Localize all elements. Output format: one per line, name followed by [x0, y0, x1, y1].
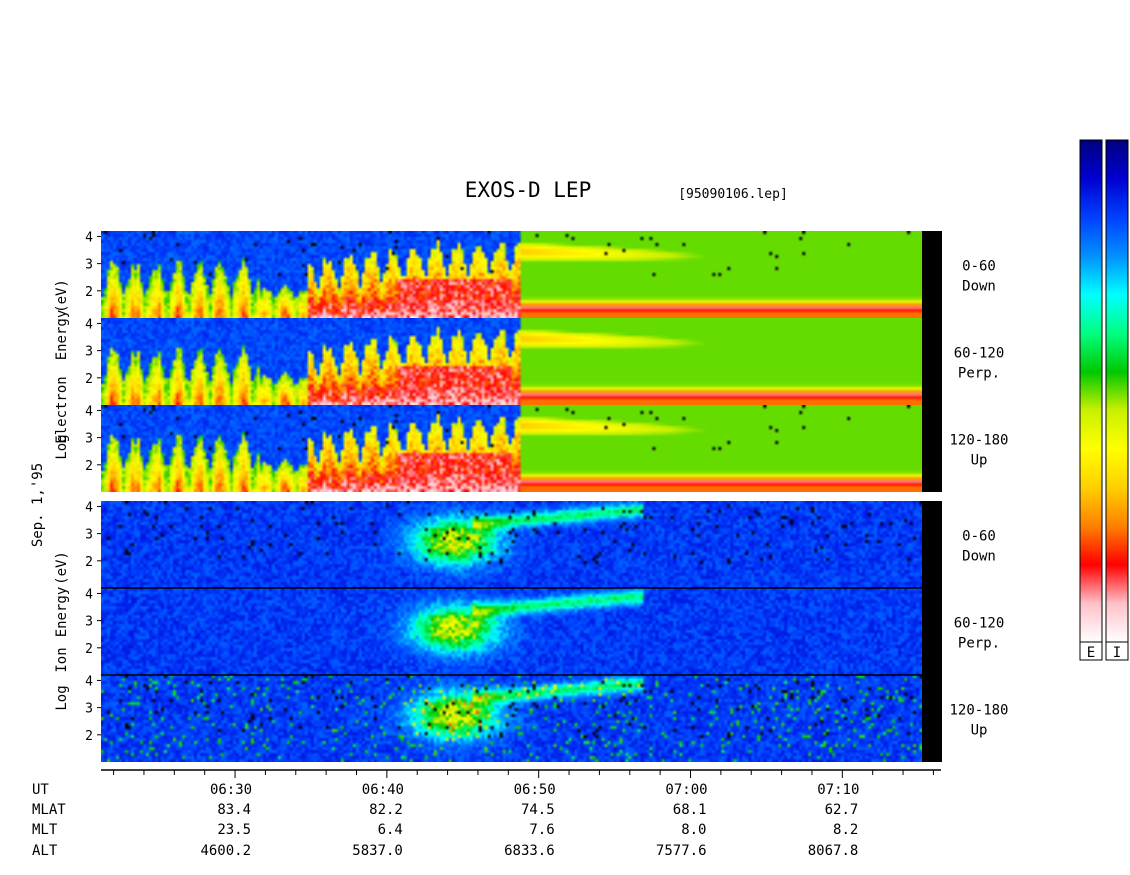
electron-panel-2	[101, 405, 922, 492]
ephemeris-value: 6833.6	[504, 843, 555, 859]
ephemeris-row-label: MLT	[32, 822, 58, 838]
colorbar-label: E	[1087, 645, 1095, 661]
ephemeris-value: 06:40	[362, 782, 404, 798]
electron-panel-0-end-bar	[922, 231, 942, 318]
y-tick-label: 3	[85, 528, 93, 543]
pitch-range-label: 0-60	[962, 259, 996, 275]
y-tick-label: 3	[85, 258, 93, 273]
pitch-direction-label: Down	[962, 279, 996, 295]
electron-panel-0	[101, 231, 922, 318]
pitch-range-label: 60-120	[954, 616, 1005, 632]
pitch-range-label: 120-180	[949, 703, 1008, 719]
electron-axis-label: Log	[54, 434, 70, 459]
ion-panel-2-end-bar	[922, 675, 942, 762]
ephemeris-value: 8.2	[833, 822, 858, 838]
ephemeris-value: 82.2	[369, 802, 403, 818]
ion-panel-0	[101, 501, 922, 588]
colorbar-label: I	[1113, 645, 1121, 661]
y-tick-label: 2	[85, 285, 93, 300]
ephemeris-value: 5837.0	[352, 843, 403, 859]
ephemeris-row-label: MLAT	[32, 802, 66, 818]
y-tick-label: 4	[85, 674, 93, 689]
ephemeris-row-label: ALT	[32, 843, 58, 859]
pitch-range-label: 120-180	[949, 433, 1008, 449]
electron-axis-label: Energy	[54, 310, 70, 361]
ephemeris-value: 74.5	[521, 802, 555, 818]
y-tick-label: 3	[85, 615, 93, 630]
ion-panel-0-end-bar	[922, 501, 942, 588]
ephemeris-value: 07:10	[817, 782, 859, 798]
electron-axis-label: Electron	[54, 376, 70, 443]
pitch-direction-label: Perp.	[958, 366, 1000, 382]
pitch-direction-label: Down	[962, 549, 996, 565]
pitch-range-label: 60-120	[954, 346, 1005, 362]
ion-panel-1-end-bar	[922, 588, 942, 675]
ion-axis-label: (eV)	[54, 551, 70, 585]
electron-panel-2-end-bar	[922, 405, 942, 492]
ephemeris-value: 83.4	[217, 802, 251, 818]
colorbar-i	[1105, 139, 1129, 643]
pitch-direction-label: Perp.	[958, 636, 1000, 652]
y-tick-label: 3	[85, 432, 93, 447]
ephemeris-value: 6.4	[378, 822, 403, 838]
y-tick-label: 3	[85, 345, 93, 360]
ephemeris-row-label: UT	[32, 782, 49, 798]
chart-title: EXOS-D LEP	[465, 178, 591, 202]
ephemeris-value: 8.0	[681, 822, 706, 838]
ephemeris-value: 4600.2	[200, 843, 251, 859]
ephemeris-value: 8067.8	[808, 843, 859, 859]
electron-panel-1-end-bar	[922, 318, 942, 405]
ephemeris-value: 23.5	[217, 822, 251, 838]
ion-panel-2	[101, 675, 922, 762]
electron-panel-1	[101, 318, 922, 405]
ephemeris-value: 7577.6	[656, 843, 707, 859]
y-tick-label: 2	[85, 459, 93, 474]
electron-axis-label: (eV)	[54, 279, 70, 313]
ephemeris-value: 06:30	[210, 782, 252, 798]
y-tick-label: 4	[85, 404, 93, 419]
ephemeris-value: 68.1	[673, 802, 707, 818]
ion-axis-label: Energy	[54, 587, 70, 638]
colorbar-label-box	[1079, 641, 1103, 661]
pitch-direction-label: Up	[971, 453, 988, 469]
y-tick-label: 4	[85, 317, 93, 332]
y-tick-label: 2	[85, 372, 93, 387]
colorbar-e	[1079, 139, 1103, 643]
y-tick-label: 2	[85, 555, 93, 570]
ephemeris-value: 07:00	[665, 782, 707, 798]
ion-axis-label: Log	[54, 685, 70, 710]
y-tick-label: 2	[85, 642, 93, 657]
pitch-direction-label: Up	[971, 723, 988, 739]
y-tick-label: 4	[85, 500, 93, 515]
y-tick-label: 4	[85, 230, 93, 245]
colorbar-label-box	[1105, 641, 1129, 661]
date-label: Sep. 1,'95	[30, 463, 46, 547]
pitch-range-label: 0-60	[962, 529, 996, 545]
ephemeris-value: 06:50	[514, 782, 556, 798]
ion-panel-1	[101, 588, 922, 675]
file-label: [95090106.lep]	[678, 187, 788, 202]
y-tick-label: 2	[85, 729, 93, 744]
y-tick-label: 4	[85, 587, 93, 602]
ion-axis-label: Ion	[54, 647, 70, 672]
ephemeris-value: 7.6	[529, 822, 554, 838]
ephemeris-value: 62.7	[825, 802, 859, 818]
y-tick-label: 3	[85, 702, 93, 717]
